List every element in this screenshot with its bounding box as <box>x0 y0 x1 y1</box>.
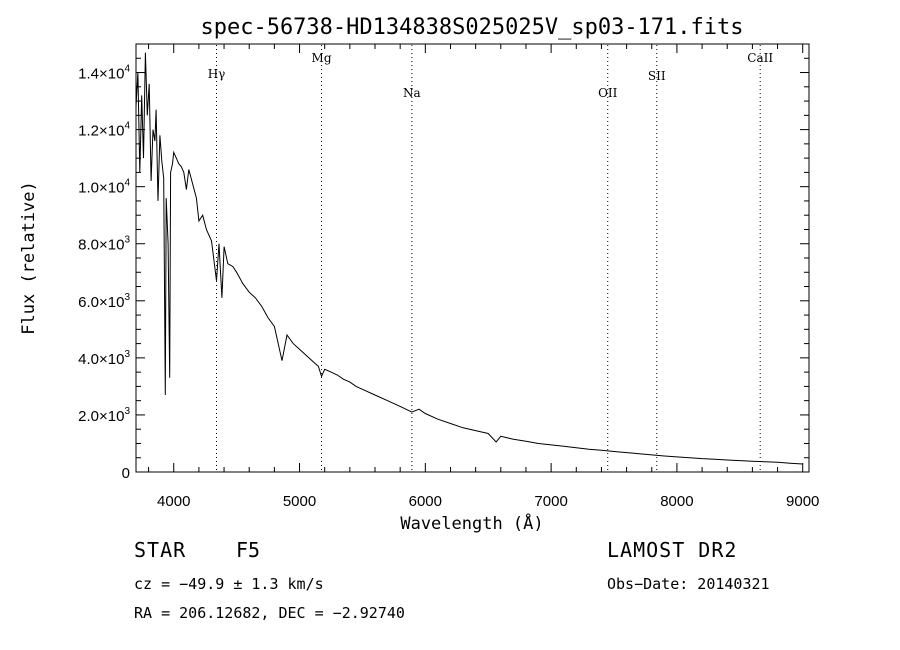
line-marker-label: OII <box>598 86 618 100</box>
y-tick-label-exponent: 3 <box>124 235 130 246</box>
y-tick-label-mantissa: 1.4×10 <box>78 66 124 83</box>
line-marker-label: Hγ <box>208 67 226 81</box>
y-tick-label: 4.0×103 <box>78 349 130 368</box>
plot-frame <box>135 43 810 473</box>
x-tick-label: 7000 <box>534 493 567 510</box>
line-marker-label: Na <box>403 86 421 100</box>
y-tick-label-exponent: 4 <box>124 64 130 75</box>
y-tick-label: 8.0×103 <box>78 235 130 254</box>
spectral-line-markers: Hγ Mg Na OII SII CaII <box>208 45 773 471</box>
y-axis-label: Flux (relative) <box>19 181 39 335</box>
y-tick-label-exponent: 4 <box>124 121 130 132</box>
y-tick-label: 6.0×103 <box>78 292 130 311</box>
y-tick-label-mantissa: 6.0×10 <box>78 294 124 311</box>
x-axis-ticks: 4000 5000 6000 7000 8000 9000 <box>148 44 819 510</box>
survey-name: LAMOST DR2 <box>607 538 738 562</box>
x-tick-label: 9000 <box>786 493 819 510</box>
y-tick-label: 1.2×104 <box>78 121 130 140</box>
y-tick-label: 2.0×103 <box>78 406 130 425</box>
y-tick-label: 0 <box>122 465 130 482</box>
y-tick-label-mantissa: 2.0×10 <box>78 408 124 425</box>
y-tick-label-exponent: 3 <box>124 292 130 303</box>
x-tick-label: 4000 <box>157 493 190 510</box>
y-tick-label-mantissa: 0 <box>122 465 130 482</box>
y-tick-label-exponent: 4 <box>124 178 130 189</box>
y-tick-label-exponent: 3 <box>124 349 130 360</box>
chart-title: spec-56738-HD134838S025025V_sp03-171.fit… <box>200 15 743 40</box>
y-tick-label: 1.0×104 <box>78 178 130 197</box>
y-axis-ticks: 02.0×1034.0×1036.0×1038.0×1031.0×1041.2×… <box>78 57 809 482</box>
y-tick-label-mantissa: 4.0×10 <box>78 351 124 368</box>
observation-date: Obs−Date: 20140321 <box>607 575 770 593</box>
line-marker-label: SII <box>648 69 666 83</box>
line-marker-label: Mg <box>312 51 332 65</box>
line-marker-label: CaII <box>747 51 773 65</box>
y-tick-label-mantissa: 8.0×10 <box>78 237 124 254</box>
x-axis-label: Wavelength (Å) <box>400 512 543 534</box>
object-subclass: F5 <box>236 538 261 562</box>
x-tick-label: 6000 <box>409 493 442 510</box>
y-tick-label: 1.4×104 <box>78 64 130 83</box>
y-tick-label-exponent: 3 <box>124 406 130 417</box>
spectrum-series-line <box>135 52 803 465</box>
sky-coordinates: RA = 206.12682, DEC = −2.92740 <box>134 604 405 622</box>
y-tick-label-mantissa: 1.2×10 <box>78 123 124 140</box>
redshift-velocity: cz = −49.9 ± 1.3 km/s <box>134 575 324 593</box>
y-tick-label-mantissa: 1.0×10 <box>78 180 124 197</box>
x-tick-label: 8000 <box>660 493 693 510</box>
x-tick-label: 5000 <box>283 493 316 510</box>
object-class: STAR <box>134 538 187 562</box>
